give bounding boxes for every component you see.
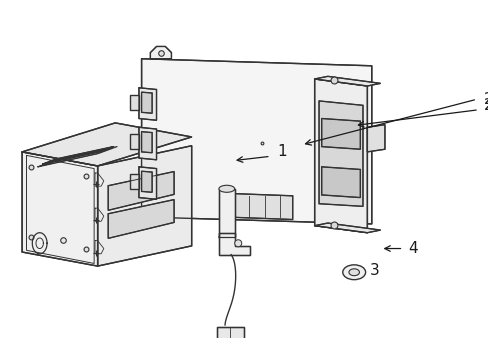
Polygon shape <box>49 147 113 162</box>
Polygon shape <box>139 167 156 199</box>
Polygon shape <box>321 167 360 198</box>
Polygon shape <box>22 123 191 166</box>
Text: 4: 4 <box>408 241 417 256</box>
Text: 3: 3 <box>369 263 379 278</box>
Ellipse shape <box>342 265 365 280</box>
Polygon shape <box>366 125 384 152</box>
Polygon shape <box>321 118 360 149</box>
Ellipse shape <box>234 240 241 247</box>
Text: 2: 2 <box>483 92 488 107</box>
Polygon shape <box>139 127 156 160</box>
Polygon shape <box>219 233 249 255</box>
Polygon shape <box>142 132 152 153</box>
Polygon shape <box>150 46 171 59</box>
Polygon shape <box>98 146 191 266</box>
Ellipse shape <box>219 234 234 240</box>
Text: 2: 2 <box>483 98 488 113</box>
Polygon shape <box>314 76 380 86</box>
Polygon shape <box>142 59 371 224</box>
Ellipse shape <box>348 269 359 276</box>
Polygon shape <box>130 174 139 189</box>
Polygon shape <box>318 101 362 206</box>
Text: 1: 1 <box>276 144 286 159</box>
Polygon shape <box>130 134 139 149</box>
Polygon shape <box>314 223 380 233</box>
Polygon shape <box>130 95 139 110</box>
Polygon shape <box>314 79 366 233</box>
Polygon shape <box>142 92 152 113</box>
Polygon shape <box>142 171 152 192</box>
Polygon shape <box>222 193 292 220</box>
Polygon shape <box>22 152 98 266</box>
Ellipse shape <box>219 185 234 192</box>
Polygon shape <box>219 189 234 237</box>
Polygon shape <box>108 199 174 238</box>
Polygon shape <box>217 327 243 355</box>
Polygon shape <box>108 172 174 210</box>
Polygon shape <box>139 88 156 120</box>
Polygon shape <box>42 149 106 164</box>
